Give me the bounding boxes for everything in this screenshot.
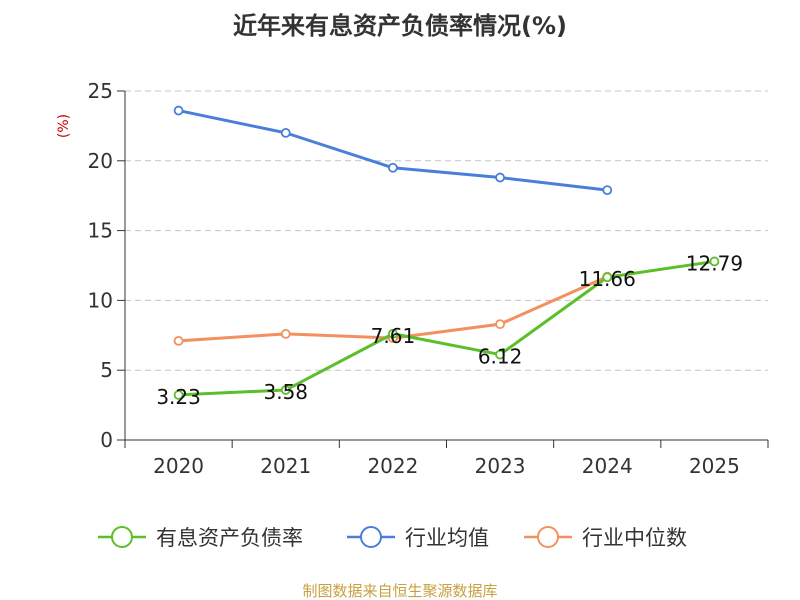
x-tick-label: 2023 — [475, 454, 526, 478]
legend-label: 行业中位数 — [582, 526, 687, 550]
legend: 有息资产负债率 行业均值 行业中位数 — [98, 526, 687, 550]
legend-marker — [537, 526, 559, 548]
data-point — [709, 256, 720, 267]
data-label: 6.12 — [478, 345, 523, 369]
data-point — [173, 390, 184, 400]
x-tick-label: 2024 — [582, 454, 633, 478]
y-tick-label: 5 — [100, 358, 113, 382]
x-tick-label: 2025 — [689, 454, 740, 478]
legend-item: 行业均值 — [347, 526, 489, 550]
data-label: 7.61 — [371, 324, 416, 348]
data-point — [388, 328, 398, 339]
data-label: 3.58 — [263, 380, 308, 404]
legend-item: 有息资产负债率 — [98, 526, 303, 550]
data-point — [495, 172, 505, 183]
data-point — [388, 162, 398, 173]
y-axis-unit-label: (%) — [56, 114, 72, 138]
data-label: 3.23 — [156, 385, 201, 409]
source-note: 制图数据来自恒生聚源数据库 — [302, 582, 497, 600]
series-industry-mean — [173, 105, 613, 196]
series-interest-bearing-debt-ratio — [173, 256, 720, 400]
legend-item: 行业中位数 — [524, 526, 687, 550]
data-label: 12.79 — [686, 251, 743, 275]
series-line — [178, 109, 608, 192]
y-tick-label: 20 — [88, 149, 113, 173]
data-point — [173, 335, 184, 346]
data-point — [602, 185, 613, 196]
y-tick-label: 0 — [100, 428, 113, 452]
x-tick-label: 2021 — [260, 454, 311, 478]
legend-marker — [360, 526, 382, 548]
data-point — [495, 319, 505, 330]
series-lines — [173, 105, 720, 400]
data-point — [280, 329, 291, 339]
x-tick-label: 2020 — [153, 454, 204, 478]
gridlines — [125, 90, 768, 371]
series-line — [178, 259, 715, 397]
data-point — [495, 349, 505, 360]
data-point — [602, 272, 613, 283]
data-point — [280, 127, 291, 138]
data-label: 11.66 — [579, 267, 636, 291]
data-point — [173, 105, 184, 116]
legend-label: 行业均值 — [405, 526, 489, 550]
y-tick-label: 15 — [88, 219, 113, 243]
data-labels: 3.23 3.58 7.61 6.12 11.66 12.79 — [156, 251, 743, 408]
data-point — [280, 385, 291, 395]
legend-label: 有息资产负债率 — [156, 526, 303, 550]
legend-marker — [111, 526, 133, 548]
x-tick-label: 2022 — [367, 454, 418, 478]
y-tick-label: 10 — [88, 288, 113, 312]
y-tick-label: 25 — [88, 79, 113, 103]
chart-title: 近年来有息资产负债率情况(%) — [233, 12, 567, 40]
